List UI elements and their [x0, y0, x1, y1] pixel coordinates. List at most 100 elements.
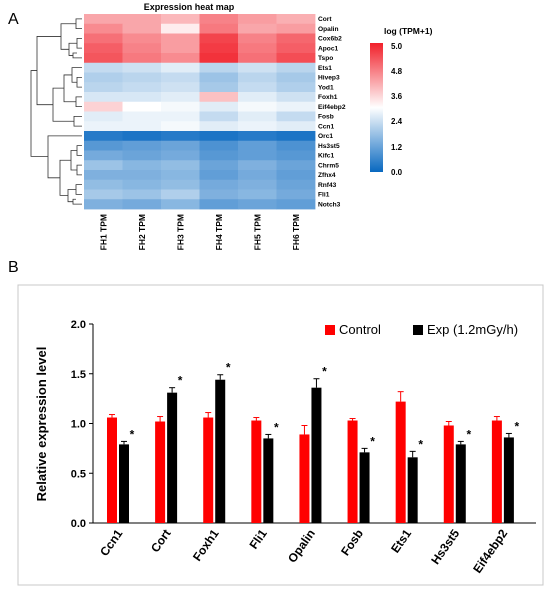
- legend-label: Control: [339, 322, 381, 337]
- heatmap-cell: [161, 179, 200, 190]
- y-axis-label: Relative expression level: [34, 347, 49, 502]
- heatmap-cell: [161, 53, 200, 64]
- colorbar-gradient: [370, 43, 383, 172]
- significance-marker: *: [274, 420, 279, 434]
- heatmap-cell: [238, 62, 277, 73]
- heatmap-row-label: Fli1: [318, 192, 330, 199]
- x-tick-label: Ccn1: [97, 526, 125, 558]
- heatmap-cell: [238, 131, 277, 142]
- heatmap-row-label: Foxh1: [318, 94, 338, 101]
- heatmap-cell: [161, 111, 200, 122]
- heatmap-cell: [84, 101, 123, 112]
- heatmap-cell: [199, 23, 239, 34]
- heatmap-cell: [238, 92, 277, 103]
- y-tick-label: 1.0: [71, 419, 86, 431]
- heatmap-cell: [199, 111, 239, 122]
- heatmap-cell: [84, 140, 123, 151]
- heatmap-cell: [199, 14, 239, 25]
- heatmap-cell: [199, 131, 239, 142]
- y-tick-label: 0.5: [71, 468, 86, 480]
- y-tick-label: 1.5: [71, 369, 86, 381]
- heatmap-cell: [161, 101, 200, 112]
- bar-exp: [311, 387, 322, 523]
- heatmap-cell: [276, 189, 316, 200]
- heatmap-cell: [238, 43, 277, 54]
- heatmap-cell: [161, 82, 200, 93]
- heatmap-cell: [122, 23, 162, 34]
- bar-exp: [119, 444, 129, 523]
- dendrogram-branch: [76, 37, 82, 49]
- heatmap-cell: [161, 43, 200, 54]
- heatmap-row-label: Ccn1: [318, 123, 334, 130]
- heatmap-cell: [276, 33, 316, 44]
- heatmap-row-label: Yod1: [318, 84, 334, 91]
- heatmap-cell: [276, 53, 316, 64]
- colorbar: log (TPM+1) 5.0 4.8 3.6 2.4 1.2 0.0: [370, 26, 433, 177]
- significance-marker: *: [178, 374, 183, 388]
- heatmap-cell: [238, 150, 277, 161]
- legend: Control Exp (1.2mGy/h): [325, 322, 518, 337]
- heatmap-cell: [161, 150, 200, 161]
- heatmap-cell: [161, 92, 200, 103]
- heatmap-cell: [84, 92, 123, 103]
- colorbar-tick-label: 4.8: [391, 67, 403, 76]
- heatmap-cell: [84, 111, 123, 122]
- bar-exp: [359, 452, 370, 523]
- colorbar-ticks: 5.0 4.8 3.6 2.4 1.2 0.0: [391, 42, 403, 177]
- heatmap-column-label: FH2 TPM: [137, 214, 147, 250]
- heatmap-cell: [199, 160, 239, 171]
- dendrogram-branch: [60, 23, 76, 50]
- heatmap-cell: [122, 62, 162, 73]
- bar-control: [443, 425, 454, 523]
- bar-exp: [503, 437, 514, 523]
- dendrogram-branch: [72, 52, 82, 59]
- heatmap-cell: [199, 179, 239, 190]
- heatmap-cell: [161, 14, 200, 25]
- heatmap-cell: [276, 131, 316, 142]
- heatmap-chart: Expression heat map Cort Opalin Cox6b2 Apoc…: [30, 2, 346, 250]
- dendrogram-branch: [76, 76, 82, 88]
- heatmap-row-label: Fosb: [318, 114, 334, 121]
- bar-chart: Relative expression level 0.0 0.5 1.0 1.5 2.…: [34, 319, 536, 576]
- significance-marker: *: [515, 419, 520, 433]
- heatmap-row-label: Notch3: [318, 201, 341, 208]
- bars: * * * * * * * * *: [107, 361, 520, 523]
- heatmap-cell: [276, 14, 316, 25]
- heatmap-row-label: Chrm5: [318, 162, 339, 169]
- significance-marker: *: [226, 361, 231, 375]
- heatmap-cell: [276, 82, 316, 93]
- x-tick-label: Cort: [148, 527, 174, 555]
- x-tick-label: Fli1: [246, 526, 270, 551]
- heatmap-cell: [122, 121, 162, 132]
- heatmap-cell: [84, 33, 123, 44]
- x-axis-labels: Ccn1 Cort Foxh1 Fli1 Opalin Fosb Ets1 Hs3st5 Eif…: [97, 526, 510, 575]
- heatmap-cell: [199, 121, 239, 132]
- colorbar-tick-label: 3.6: [391, 92, 403, 101]
- heatmap-cell: [199, 101, 239, 112]
- dendrogram-branch: [75, 18, 82, 30]
- heatmap-cell: [276, 170, 316, 181]
- significance-marker: *: [130, 427, 135, 441]
- heatmap-cell: [122, 33, 162, 44]
- heatmap-cell: [276, 111, 316, 122]
- heatmap-cell: [84, 131, 123, 142]
- colorbar-tick-label: 0.0: [391, 168, 403, 177]
- heatmap-cell: [276, 72, 316, 83]
- colorbar-tick-label: 1.2: [391, 143, 403, 152]
- heatmap-column-label: FH3 TPM: [175, 214, 185, 250]
- heatmap-cell: [122, 43, 162, 54]
- heatmap-row-label: Hivep3: [318, 75, 340, 82]
- heatmap-cell: [199, 72, 239, 83]
- heatmap-cell: [122, 101, 162, 112]
- dendrogram-branch: [67, 189, 76, 203]
- legend-swatch: [413, 325, 423, 335]
- dendrogram-branch: [63, 74, 76, 103]
- heatmap-cell: [161, 23, 200, 34]
- x-tick-label: Ets1: [388, 526, 414, 555]
- heatmap-cell: [161, 189, 200, 200]
- heatmap-title: Expression heat map: [144, 2, 235, 12]
- heatmap-cell: [238, 72, 277, 83]
- panel-a-label: A: [8, 11, 19, 28]
- heatmap-cell: [238, 82, 277, 93]
- significance-marker: *: [466, 427, 471, 441]
